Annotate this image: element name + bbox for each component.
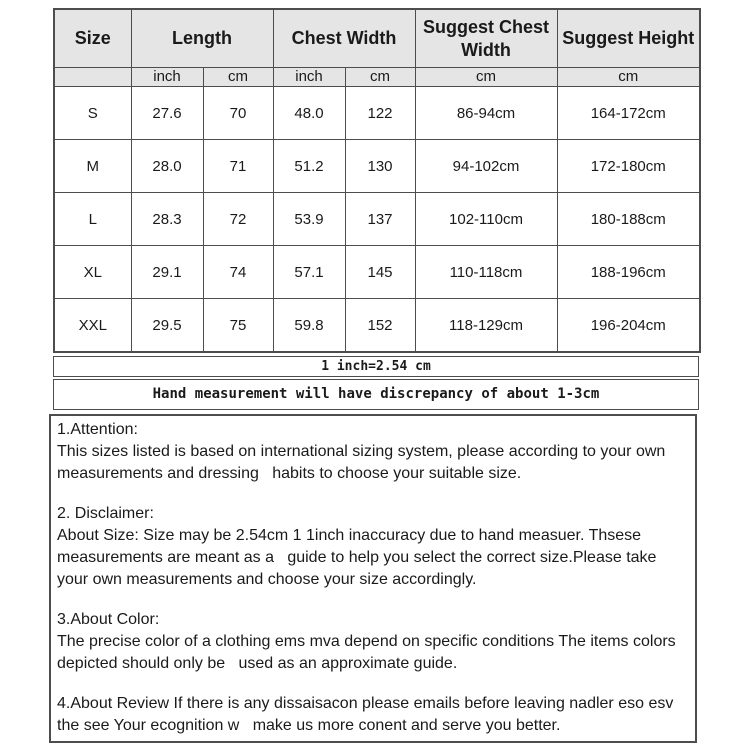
- length-cm-value: 71: [202, 139, 274, 193]
- size-label: XL: [53, 245, 132, 299]
- suggest-height-value: 180-188cm: [556, 192, 701, 246]
- size-chart-table: Size Length Chest Width Suggest Chest Wi…: [53, 8, 701, 353]
- size-label: L: [53, 192, 132, 246]
- disclaimer-section: 2. Disclaimer: About Size: Size may be 2…: [57, 503, 689, 591]
- chest-cm-value: 122: [344, 86, 416, 140]
- suggest-height-value: 188-196cm: [556, 245, 701, 299]
- col-header-length: Length: [130, 8, 274, 68]
- length-inch-value: 28.3: [130, 192, 204, 246]
- units-row: inch cm inch cm cm cm: [53, 67, 701, 87]
- header-row: Size Length Chest Width Suggest Chest Wi…: [53, 8, 701, 68]
- inch-conversion-note: 1 inch=2.54 cm: [53, 356, 699, 377]
- suggest-chest-value: 86-94cm: [414, 86, 558, 140]
- length-inch-value: 27.6: [130, 86, 204, 140]
- col-header-chest-width: Chest Width: [272, 8, 416, 68]
- suggest-height-value: 164-172cm: [556, 86, 701, 140]
- color-title: 3.About Color:: [57, 611, 160, 628]
- table-row-xl: XL 29.1 74 57.1 145 110-118cm 188-196cm: [53, 245, 701, 299]
- table-row-l: L 28.3 72 53.9 137 102-110cm 180-188cm: [53, 192, 701, 246]
- chest-cm-value: 130: [344, 139, 416, 193]
- length-cm-value: 75: [202, 298, 274, 353]
- chest-cm-value: 137: [344, 192, 416, 246]
- chest-inch-value: 53.9: [272, 192, 346, 246]
- size-label: XXL: [53, 298, 132, 353]
- color-body: The precise color of a clothing ems mva …: [57, 633, 681, 672]
- length-inch-value: 29.5: [130, 298, 204, 353]
- table-row-xxl: XXL 29.5 75 59.8 152 118-129cm 196-204cm: [53, 298, 701, 353]
- unit-cell-chest-cm: cm: [344, 67, 416, 87]
- chest-inch-value: 51.2: [272, 139, 346, 193]
- chest-inch-value: 57.1: [272, 245, 346, 299]
- suggest-height-value: 196-204cm: [556, 298, 701, 353]
- chest-cm-value: 152: [344, 298, 416, 353]
- unit-cell-empty: [53, 67, 132, 87]
- suggest-chest-value: 94-102cm: [414, 139, 558, 193]
- col-header-suggest-height: Suggest Height: [556, 8, 701, 68]
- attention-section: 1.Attention: This sizes listed is based …: [57, 419, 689, 485]
- length-inch-value: 29.1: [130, 245, 204, 299]
- length-cm-value: 70: [202, 86, 274, 140]
- length-cm-value: 72: [202, 192, 274, 246]
- unit-cell-suggest-chest-cm: cm: [414, 67, 558, 87]
- disclaimer-body: About Size: Size may be 2.54cm 1 1inch i…: [57, 527, 661, 588]
- unit-cell-length-cm: cm: [202, 67, 274, 87]
- review-section: 4.About Review If there is any dissaisac…: [57, 693, 689, 737]
- size-label: S: [53, 86, 132, 140]
- suggest-chest-value: 110-118cm: [414, 245, 558, 299]
- unit-cell-suggest-height-cm: cm: [556, 67, 701, 87]
- table-row-m: M 28.0 71 51.2 130 94-102cm 172-180cm: [53, 139, 701, 193]
- suggest-height-value: 172-180cm: [556, 139, 701, 193]
- length-inch-value: 28.0: [130, 139, 204, 193]
- suggest-chest-value: 102-110cm: [414, 192, 558, 246]
- hand-measurement-note: Hand measurement will have discrepancy o…: [53, 379, 699, 410]
- table-row-s: S 27.6 70 48.0 122 86-94cm 164-172cm: [53, 86, 701, 140]
- length-cm-value: 74: [202, 245, 274, 299]
- chest-inch-value: 59.8: [272, 298, 346, 353]
- notes-box: 1.Attention: This sizes listed is based …: [49, 414, 697, 743]
- unit-cell-chest-inch: inch: [272, 67, 346, 87]
- chest-inch-value: 48.0: [272, 86, 346, 140]
- col-header-size: Size: [53, 8, 132, 68]
- unit-cell-length-inch: inch: [130, 67, 204, 87]
- review-body: 4.About Review If there is any dissaisac…: [57, 695, 678, 734]
- attention-title: 1.Attention:: [57, 421, 138, 438]
- size-label: M: [53, 139, 132, 193]
- color-section: 3.About Color: The precise color of a cl…: [57, 609, 689, 675]
- disclaimer-title: 2. Disclaimer:: [57, 505, 154, 522]
- chest-cm-value: 145: [344, 245, 416, 299]
- attention-body: This sizes listed is based on internatio…: [57, 443, 670, 482]
- suggest-chest-value: 118-129cm: [414, 298, 558, 353]
- col-header-suggest-chest-width: Suggest Chest Width: [414, 8, 558, 68]
